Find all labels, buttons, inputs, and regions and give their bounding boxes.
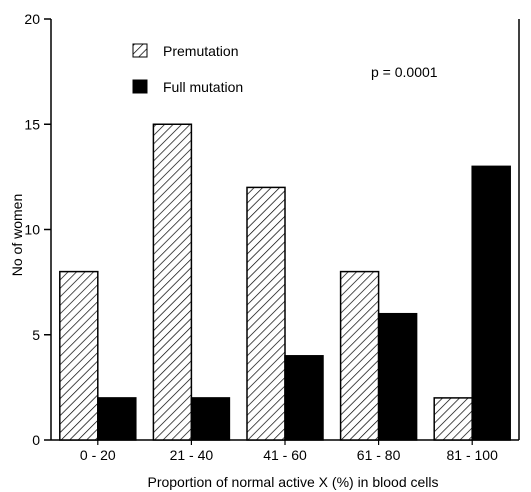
- bar-full-mutation: [284, 355, 324, 441]
- bar-full-mutation: [97, 397, 137, 441]
- x-tick-label: 41 - 60: [263, 447, 307, 463]
- p-value-annotation: p = 0.0001: [371, 64, 438, 80]
- bar-full-mutation: [377, 312, 418, 441]
- bar-full-mutation: [190, 397, 231, 441]
- legend-label-premutation: Premutation: [163, 43, 238, 59]
- bar-premutation: [339, 270, 380, 441]
- bar-premutation: [59, 270, 99, 441]
- x-tick-label: 0 - 20: [80, 447, 116, 463]
- x-tick-label: 81 - 100: [447, 447, 499, 463]
- x-tick-label: 61 - 80: [357, 447, 401, 463]
- y-tick-label: 10: [24, 222, 40, 238]
- bars: [59, 123, 511, 441]
- y-axis-title: No of women: [9, 194, 25, 276]
- legend-swatch-full-mutation: [132, 79, 148, 94]
- legend-label-full-mutation: Full mutation: [163, 79, 243, 95]
- bar-premutation: [433, 397, 473, 441]
- legend-swatch-premutation: [132, 43, 148, 58]
- y-tick-label: 20: [24, 11, 40, 27]
- bar-full-mutation: [471, 165, 511, 441]
- y-tick-label: 5: [32, 327, 40, 343]
- x-ticks: 0 - 20 21 - 40 41 - 60 61 - 80 81 - 100: [80, 440, 498, 463]
- y-tick-label: 0: [32, 432, 40, 448]
- bar-premutation: [246, 186, 286, 441]
- y-ticks: 0 5 10 15 20: [24, 11, 51, 448]
- bar-premutation: [152, 123, 193, 441]
- legend: Premutation Full mutation: [132, 43, 243, 95]
- x-axis-title: Proportion of normal active X (%) in blo…: [147, 474, 438, 490]
- y-tick-label: 15: [24, 116, 40, 132]
- x-tick-label: 21 - 40: [170, 447, 214, 463]
